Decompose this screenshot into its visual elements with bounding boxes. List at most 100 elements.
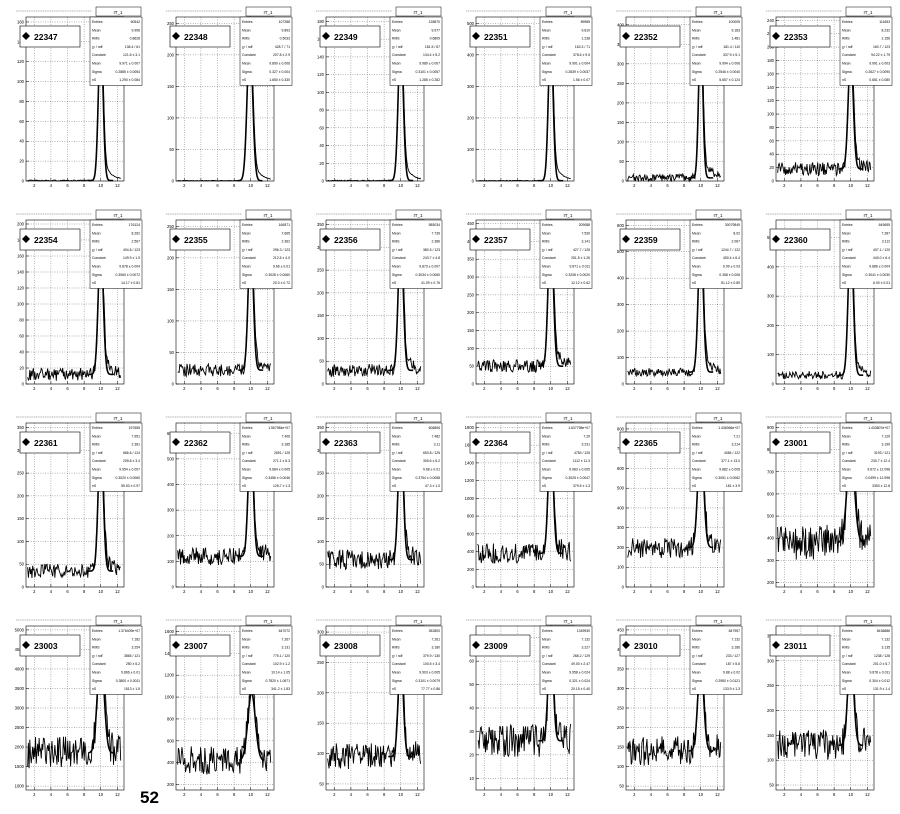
y-tick-label: 250: [617, 81, 625, 86]
y-tick-label: 250: [467, 292, 475, 297]
x-tick-label: 2: [783, 792, 786, 797]
x-tick-label: 10: [398, 386, 403, 391]
x-tick-label: 2: [333, 589, 336, 594]
stats-value: 181 ± 3.9: [726, 484, 740, 488]
histogram-panel: IT_1246810120100200300400500600700800223…: [606, 411, 756, 609]
x-tick-label: 2: [783, 386, 786, 391]
histogram-panel: IT_1 2 4 6 8 10 12 50 100 150 200 250 300 23008 Entrie…: [306, 614, 456, 812]
y-tick-label: 60: [19, 334, 24, 339]
stats-box: [239, 219, 293, 289]
legend-box: [19, 228, 81, 251]
marker-icon: [622, 32, 630, 40]
histogram-panel: IT_1 2 4 6 8 10 12 0 100 200 300 400 500 600 22359 Entr…: [606, 208, 756, 406]
x-tick-label: 8: [533, 792, 536, 797]
x-tick-label: 10: [848, 792, 853, 797]
marker-icon: [472, 641, 480, 649]
y-tick-label: 50: [469, 364, 474, 369]
x-tick-label: 4: [650, 386, 653, 391]
x-tick-label: 8: [833, 589, 836, 594]
y-tick-label: 200: [167, 782, 175, 787]
stats-value: 3.112: [882, 240, 890, 244]
y-tick-label: 250: [17, 471, 25, 476]
stats-title: IT_1: [713, 619, 723, 624]
y-tick-label: 100: [467, 346, 475, 351]
x-tick-label: 8: [683, 589, 686, 594]
stats-label: Mean: [242, 28, 251, 32]
stats-label: χ² / ndf: [242, 654, 253, 658]
stats-label: Mean: [92, 434, 101, 438]
stats-title: IT_1: [713, 10, 723, 15]
y-tick-label: 200: [317, 493, 325, 498]
stats-value: 2.156: [882, 37, 891, 41]
stats-label: Entries: [842, 426, 853, 430]
y-tick-label: 400: [467, 549, 475, 554]
stats-value: 3.11: [434, 443, 440, 447]
stats-title-box: [395, 412, 442, 423]
x-tick-label: 6: [66, 589, 69, 594]
x-tick-label: 2: [633, 792, 636, 797]
x-tick-label: 10: [698, 386, 703, 391]
stats-label: Mean: [842, 62, 851, 66]
x-tick-label: 10: [98, 183, 103, 188]
stats-label: χ² / ndf: [842, 45, 853, 49]
legend-run: 22347: [34, 32, 58, 42]
stats-label: Sigma: [242, 476, 252, 480]
y-tick-label: 600: [167, 738, 175, 743]
y-tick-label: 80: [769, 125, 774, 130]
y-tick-label: 60: [319, 125, 324, 130]
y-tick-label: 1000: [165, 695, 175, 700]
y-tick-label: 160: [767, 71, 775, 76]
x-tick-label: 12: [115, 589, 120, 594]
stats-value: 427.7 / 125: [573, 248, 590, 252]
stats-label: Mean: [92, 671, 101, 675]
histogram-plot: IT_1246810120501001502002503003504002235…: [616, 6, 743, 188]
stats-value: 3.186: [732, 646, 741, 650]
x-tick-label: 4: [800, 386, 803, 391]
x-tick-label: 6: [516, 183, 519, 188]
stats-value: 7.665: [282, 231, 291, 235]
y-tick-label: 100: [617, 139, 625, 144]
histogram-panel: IT_1246810121020304050607023009Entries13…: [456, 614, 606, 812]
stats-label: nS: [542, 687, 547, 691]
stats-label: Sigma: [92, 476, 102, 480]
stats-label: Sigma: [692, 679, 702, 683]
stats-value: 94.22 ± 1.79: [871, 53, 890, 57]
stats-label: Mean: [392, 62, 401, 66]
x-tick-label: 6: [66, 183, 69, 188]
x-tick-label: 2: [633, 589, 636, 594]
histogram-panel: IT_12468101205010015020025030035022356En…: [306, 208, 456, 406]
stats-title: IT_1: [863, 416, 873, 421]
stats-value: 9.810: [582, 28, 591, 32]
stats-value: 3.131: [282, 646, 291, 650]
stats-title: IT_1: [713, 416, 723, 421]
y-tick-label: 450: [617, 627, 625, 632]
x-tick-label: 12: [565, 183, 570, 188]
stats-value: 1.557984e+07: [268, 426, 290, 430]
stats-label: Entries: [392, 629, 403, 633]
stats-value: 163.3 / 71: [575, 45, 590, 49]
y-tick-label: 100: [17, 302, 25, 307]
histogram-plot: IT_12468101202040608010012014016022347En…: [16, 6, 143, 188]
x-tick-label: 6: [366, 792, 369, 797]
stats-value: 9.882 ± 0.005: [719, 468, 740, 472]
stats-label: Entries: [542, 629, 553, 633]
y-tick-label: 150: [167, 287, 175, 292]
legend-run: 23011: [784, 641, 807, 651]
y-tick-label: 120: [317, 72, 325, 77]
y-tick-label: 160: [17, 254, 25, 259]
legend-run: 22352: [634, 32, 658, 42]
legend-box: [19, 431, 81, 454]
stats-label: Mean: [242, 468, 251, 472]
stats-value: 0.3101 ± 0.0057: [416, 70, 441, 74]
legend-run: 22365: [634, 438, 658, 448]
stats-value: 205.8 ± 3.4: [123, 459, 140, 463]
stats-label: nS: [542, 484, 547, 488]
legend-box: [769, 25, 831, 48]
stats-label: Sigma: [542, 273, 552, 277]
histogram-plot: IT_12468101205010015020025030035022361En…: [16, 412, 143, 594]
histogram-panel: IT_1 2 4 6 8 10 12 1000 1500 2000 2500 3000 3500 4000…: [6, 614, 156, 812]
x-tick-label: 12: [265, 792, 270, 797]
y-tick-label: 400: [617, 22, 625, 27]
stats-value: 131.9 ± 1.4: [873, 687, 890, 691]
stats-title-box: [695, 615, 742, 626]
